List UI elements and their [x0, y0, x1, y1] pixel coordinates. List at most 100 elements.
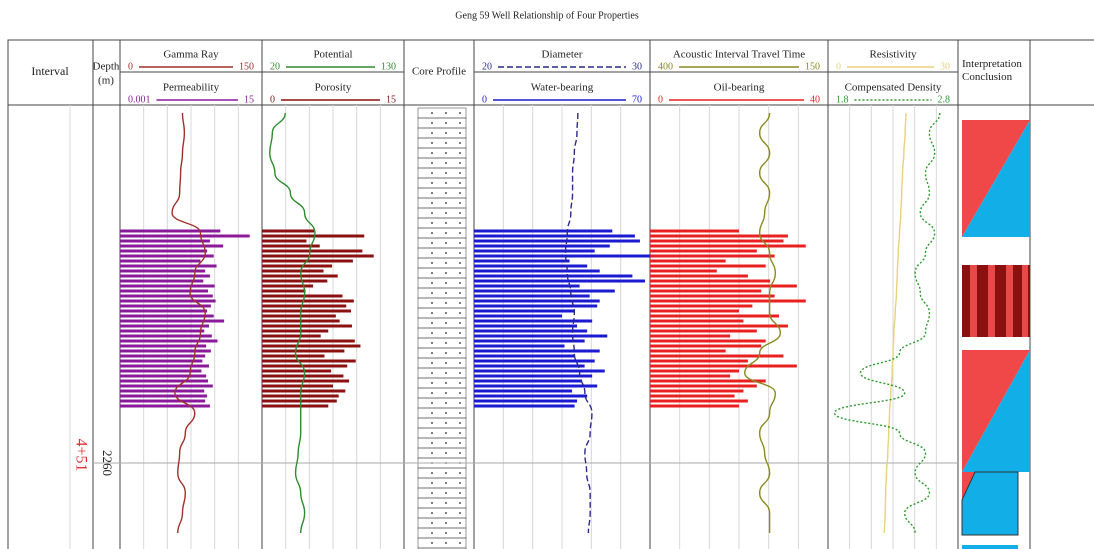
- bar: [474, 304, 598, 308]
- scale-min: 1.8: [836, 94, 849, 105]
- core-dot: [431, 542, 433, 544]
- core-dot: [445, 202, 447, 204]
- scale-max: 15: [244, 94, 254, 105]
- core-dot: [445, 152, 447, 154]
- core-dot: [459, 402, 461, 404]
- core-dot: [431, 302, 433, 304]
- core-dot: [459, 132, 461, 134]
- core-cell: [417, 547, 467, 549]
- bar: [262, 384, 333, 388]
- bar: [262, 294, 343, 298]
- core-dot: [459, 282, 461, 284]
- bar: [650, 269, 717, 273]
- core-dot: [431, 112, 433, 114]
- core-dot: [459, 342, 461, 344]
- bar: [474, 339, 585, 343]
- core-cell: [417, 517, 467, 529]
- core-dot: [459, 332, 461, 334]
- core-dot: [459, 312, 461, 314]
- core-dot: [445, 232, 447, 234]
- bar: [120, 324, 209, 328]
- scale-max: 40: [810, 94, 820, 105]
- bar: [474, 249, 595, 253]
- core-cell: [417, 197, 467, 209]
- core-cell: [417, 157, 467, 169]
- bar: [474, 344, 565, 348]
- bar: [120, 279, 204, 283]
- depth-header: Depth: [93, 61, 120, 73]
- core-dot: [431, 282, 433, 284]
- core-dot: [445, 142, 447, 144]
- core-cell: [417, 467, 467, 479]
- core-cell: [417, 357, 467, 369]
- core-dot: [431, 472, 433, 474]
- bar: [262, 249, 363, 253]
- bar: [262, 344, 361, 348]
- bar: [474, 244, 610, 248]
- core-dot: [459, 252, 461, 254]
- scale-min: 0: [270, 94, 275, 105]
- core-dot: [459, 412, 461, 414]
- scale-max: 150: [239, 61, 254, 72]
- core-dot: [459, 452, 461, 454]
- core-cell: [417, 537, 467, 549]
- bar: [650, 369, 739, 373]
- core-dot: [431, 172, 433, 174]
- bar: [120, 399, 206, 403]
- bar: [650, 339, 766, 343]
- core-dot: [459, 372, 461, 374]
- bar: [120, 259, 201, 263]
- bar: [474, 239, 640, 243]
- bar: [120, 319, 225, 323]
- core-cell: [417, 247, 467, 259]
- core-dot: [431, 132, 433, 134]
- core-dot: [445, 282, 447, 284]
- bar: [120, 294, 213, 298]
- bar: [262, 354, 325, 358]
- scale-max: 15: [386, 94, 396, 105]
- bar: [650, 399, 748, 403]
- bar: [650, 289, 762, 293]
- bar: [650, 264, 766, 268]
- core-dot: [431, 292, 433, 294]
- core-dot: [445, 222, 447, 224]
- core-dot: [431, 252, 433, 254]
- core-cell: [417, 447, 467, 459]
- bar: [650, 379, 766, 383]
- core-cell: [417, 487, 467, 499]
- core-cell: [417, 297, 467, 309]
- conclusion-header: Interpretation Conclusion: [962, 58, 1022, 83]
- core-dot: [459, 152, 461, 154]
- track-name: Water-bearing: [531, 82, 594, 94]
- bar: [262, 229, 315, 233]
- core-dot: [431, 452, 433, 454]
- bar: [120, 404, 210, 408]
- core-dot: [445, 442, 447, 444]
- log-curve: [833, 112, 941, 534]
- bar: [262, 304, 347, 308]
- bar: [474, 369, 605, 373]
- bar: [262, 254, 374, 258]
- track-name: Potential: [313, 49, 352, 61]
- bar: [262, 349, 345, 353]
- track-name: Diameter: [542, 49, 583, 61]
- core-dot: [431, 212, 433, 214]
- core-dot: [431, 182, 433, 184]
- bar: [262, 274, 338, 278]
- bar: [262, 264, 333, 268]
- core-dot: [431, 492, 433, 494]
- core-cell: [417, 477, 467, 489]
- core-dot: [431, 502, 433, 504]
- bar: [650, 254, 775, 258]
- core-dot: [445, 522, 447, 524]
- core-dot: [459, 202, 461, 204]
- bar: [474, 389, 573, 393]
- bar: [474, 284, 580, 288]
- core-dot: [459, 292, 461, 294]
- core-dot: [445, 322, 447, 324]
- core-dot: [459, 242, 461, 244]
- bar: [474, 314, 562, 318]
- bar: [474, 299, 600, 303]
- bar: [120, 249, 208, 253]
- log-curve: [743, 112, 781, 533]
